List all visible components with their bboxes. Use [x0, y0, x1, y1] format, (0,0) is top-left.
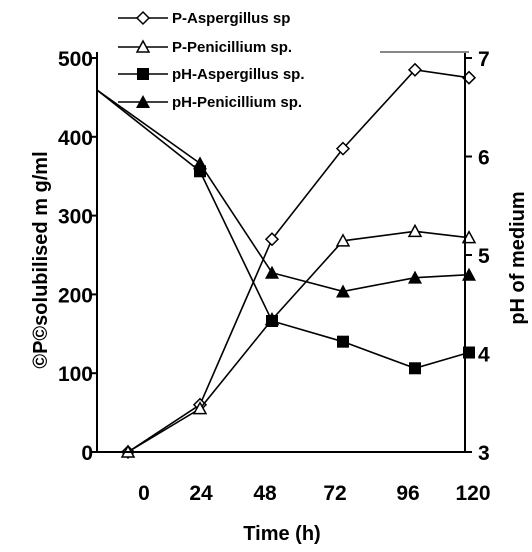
y-right-tick-label: 4 — [478, 344, 490, 367]
y-right-tick-label: 5 — [478, 245, 490, 268]
y-left-tick-label: 500 — [58, 48, 93, 71]
y-right-tick-label: 7 — [478, 48, 490, 71]
y-right-tick-label: 3 — [478, 442, 490, 465]
plot-area — [96, 62, 477, 460]
y-left-tick-label: 100 — [58, 363, 93, 386]
y-axis-left-title: ©P©solubilised m g/ml — [30, 151, 52, 368]
x-tick-label: 96 — [396, 482, 419, 505]
legend-marker-3 — [137, 68, 149, 80]
point-s1-4 — [407, 62, 423, 77]
legend-marker-1 — [135, 10, 151, 26]
series-line-3 — [96, 89, 470, 370]
y-left-tick-label: 400 — [58, 127, 93, 150]
x-tick-label: 0 — [138, 482, 150, 505]
y-left-tick-label: 0 — [81, 442, 93, 465]
y-left-tick-label: 300 — [58, 206, 93, 229]
x-tick-label: 72 — [323, 482, 346, 505]
point-s3-2 — [266, 314, 278, 327]
point-s3-4 — [409, 362, 421, 375]
legend: P-Aspergillus sp P-Penicillium sp. pH-Aspe… — [118, 10, 305, 111]
point-s4-3 — [336, 284, 350, 298]
x-tick-label: 48 — [253, 482, 277, 505]
axes — [91, 51, 472, 453]
point-s4-4 — [408, 270, 422, 284]
legend-label-1: P-Aspergillus sp — [172, 10, 290, 27]
x-axis-title: Time (h) — [243, 523, 320, 545]
legend-marker-2 — [135, 39, 151, 53]
legend-label-4: pH-Penicillium sp. — [172, 94, 302, 111]
point-s3-3 — [337, 335, 349, 348]
tick-labels: 0 100 200 300 400 500 3 4 5 6 7 0 24 48 72 96 120 — [58, 48, 491, 505]
point-s1-3 — [335, 141, 351, 156]
legend-marker-4 — [136, 95, 150, 108]
legend-label-2: P-Penicillium sp. — [172, 39, 292, 56]
point-s1-2 — [264, 232, 280, 247]
series-line-1 — [127, 68, 470, 453]
point-s2-4 — [407, 223, 423, 238]
x-tick-label: 120 — [455, 482, 490, 505]
y-left-tick-label: 200 — [58, 284, 93, 307]
series-line-4 — [96, 89, 470, 293]
point-s2-1 — [192, 401, 208, 415]
y-right-tick-label: 6 — [478, 147, 490, 170]
legend-label-3: pH-Aspergillus sp. — [172, 66, 305, 83]
y-axis-right-title: pH of medium — [507, 191, 529, 324]
point-s4-2 — [265, 265, 279, 279]
x-tick-label: 24 — [189, 482, 213, 505]
point-s4-1 — [193, 156, 207, 170]
point-s2-3 — [335, 233, 351, 247]
series-line-2 — [127, 230, 470, 453]
